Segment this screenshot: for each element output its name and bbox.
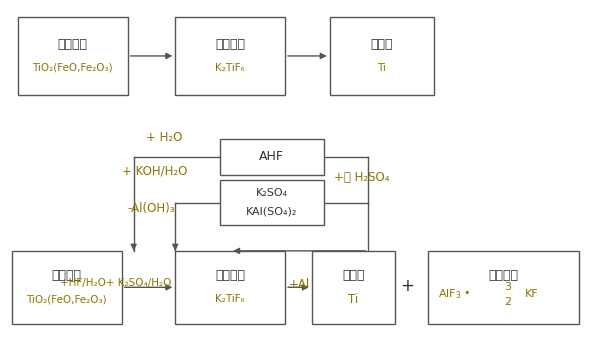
Text: KF: KF <box>525 289 538 299</box>
Text: +HF/H₂O+ K₂SO₄/H₂O: +HF/H₂O+ K₂SO₄/H₂O <box>60 278 172 288</box>
FancyBboxPatch shape <box>220 139 324 175</box>
Text: +: + <box>400 277 414 296</box>
FancyBboxPatch shape <box>12 251 122 324</box>
Text: + H₂O: + H₂O <box>146 131 182 144</box>
FancyBboxPatch shape <box>312 251 395 324</box>
Text: K₂SO₄: K₂SO₄ <box>255 188 288 198</box>
Text: 海绵钛: 海绵钛 <box>342 269 365 282</box>
Text: 3: 3 <box>504 282 511 292</box>
Text: K₂TiF₆: K₂TiF₆ <box>215 294 245 304</box>
FancyBboxPatch shape <box>330 17 434 95</box>
FancyBboxPatch shape <box>175 251 285 324</box>
Text: 海绵钛: 海绵钛 <box>371 38 393 51</box>
Text: 2: 2 <box>504 297 511 306</box>
Text: +浓 H₂SO₄: +浓 H₂SO₄ <box>334 172 389 184</box>
FancyBboxPatch shape <box>220 180 324 225</box>
Text: +Al: +Al <box>289 278 310 291</box>
FancyBboxPatch shape <box>175 17 285 95</box>
Text: 钛铁精矿: 钛铁精矿 <box>58 38 88 51</box>
Text: 氟钛酸钾: 氟钛酸钾 <box>215 269 245 282</box>
Text: KAl(SO₄)₂: KAl(SO₄)₂ <box>246 206 298 216</box>
Text: 钾冰晶石: 钾冰晶石 <box>488 269 519 282</box>
FancyBboxPatch shape <box>428 251 579 324</box>
Text: 钛铁精矿: 钛铁精矿 <box>52 269 82 282</box>
Text: + KOH/H₂O: + KOH/H₂O <box>122 165 187 178</box>
Text: TiO₂(FeO,Fe₂O₃): TiO₂(FeO,Fe₂O₃) <box>27 294 107 304</box>
Text: 氟钛酸钾: 氟钛酸钾 <box>215 38 245 51</box>
Text: AlF$_3$ •: AlF$_3$ • <box>438 287 471 301</box>
Text: Ti: Ti <box>377 63 386 73</box>
Text: K₂TiF₆: K₂TiF₆ <box>215 63 245 73</box>
Text: TiO₂(FeO,Fe₂O₃): TiO₂(FeO,Fe₂O₃) <box>33 63 113 73</box>
Text: AHF: AHF <box>259 150 285 163</box>
Text: Ti: Ti <box>348 293 359 306</box>
Text: -Al(OH)₃: -Al(OH)₃ <box>128 202 175 215</box>
FancyBboxPatch shape <box>18 17 128 95</box>
